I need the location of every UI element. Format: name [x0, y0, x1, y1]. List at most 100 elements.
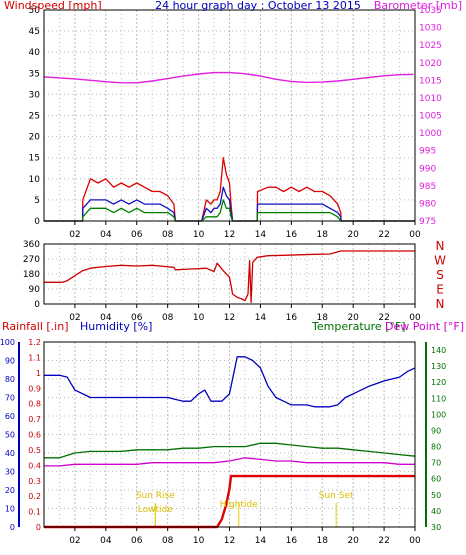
windspeed-line — [44, 199, 415, 222]
y-tick-label-windspeed: 50 — [29, 6, 41, 16]
annotation-label: Lowtide — [138, 505, 173, 515]
y-tick-label-barometer: 995 — [419, 147, 436, 157]
x-tick-label: 02 — [69, 536, 80, 546]
y-tick-label-rainfall: 0.9 — [28, 384, 41, 393]
y-tick-label-direction: 360 — [23, 240, 40, 250]
x-tick-label: 04 — [100, 536, 112, 546]
y-tick-label-temperature: 100 — [431, 410, 446, 419]
x-tick-label: 04 — [100, 230, 112, 240]
compass-label: E — [436, 283, 444, 297]
y-tick-label-rainfall: 0.3 — [28, 477, 41, 486]
y-tick-label-humidity: 20 — [5, 486, 15, 495]
wind-direction-line — [44, 250, 415, 303]
y-tick-label-rainfall: 0.2 — [28, 492, 41, 501]
dewpoint-axis-label: Dew Point [°F] — [385, 320, 464, 333]
y-tick-label-rainfall: 0 — [36, 523, 41, 532]
x-tick-label: 02 — [69, 230, 80, 240]
x-tick-label: 16 — [286, 536, 298, 546]
x-tick-label: 22 — [378, 230, 389, 240]
x-tick-label: 12 — [224, 536, 235, 546]
x-tick-label: 08 — [162, 536, 174, 546]
y-tick-label-barometer: 980 — [419, 199, 436, 209]
x-tick-label: 22 — [378, 536, 389, 546]
y-tick-label-humidity: 0 — [10, 523, 15, 532]
humidity-line — [44, 356, 416, 408]
y-tick-label-rainfall: 0.8 — [28, 400, 41, 409]
y-tick-label-humidity: 60 — [5, 412, 15, 421]
y-tick-label-direction: 270 — [23, 255, 40, 265]
x-tick-label: 10 — [193, 313, 205, 323]
x-tick-label: 06 — [131, 536, 143, 546]
barometer-axis-label: Barometer [mb] — [374, 0, 462, 12]
x-tick-label: 14 — [255, 230, 267, 240]
y-tick-label-humidity: 30 — [5, 468, 15, 477]
x-tick-label: 16 — [286, 313, 298, 323]
average-wind-line — [44, 186, 415, 222]
y-tick-label-rainfall: 0.5 — [28, 446, 41, 455]
x-tick-label: 18 — [317, 313, 329, 323]
annotation-label: Sun Set — [319, 491, 354, 501]
y-tick-label-rainfall: 0.6 — [28, 431, 41, 440]
y-tick-label-barometer: 1015 — [419, 76, 442, 86]
x-tick-label: 08 — [162, 313, 174, 323]
y-tick-label-temperature: 130 — [431, 362, 446, 371]
y-tick-label-barometer: 1005 — [419, 112, 442, 122]
compass-label: S — [436, 268, 444, 282]
y-tick-label-windspeed: 35 — [29, 69, 40, 79]
x-tick-label: 12 — [224, 313, 235, 323]
y-tick-label-barometer: 1025 — [419, 41, 442, 51]
y-tick-label-barometer: 990 — [419, 164, 436, 174]
x-tick-label: 20 — [347, 230, 359, 240]
gust-line — [44, 157, 415, 222]
y-tick-label-temperature: 80 — [431, 443, 441, 452]
y-tick-label-windspeed: 25 — [29, 112, 40, 122]
annotation-label: Sun Rise — [136, 491, 175, 501]
x-tick-label: 16 — [286, 230, 298, 240]
x-tick-label: 10 — [193, 230, 205, 240]
y-tick-label-windspeed: 40 — [29, 48, 41, 58]
x-tick-label: 18 — [317, 536, 329, 546]
rainfall-axis-label: Rainfall [.in] — [2, 320, 69, 333]
x-tick-label: 18 — [317, 230, 329, 240]
annotation-label: Hightide — [220, 500, 258, 510]
x-tick-label: 22 — [378, 313, 389, 323]
x-tick-label: 14 — [255, 536, 267, 546]
barometer-line — [43, 71, 414, 84]
x-tick-label: 14 — [255, 313, 267, 323]
x-tick-label: 12 — [224, 230, 235, 240]
temperature-axis-label: Temperature [°F] — [311, 320, 406, 333]
y-tick-label-windspeed: 30 — [29, 90, 41, 100]
y-tick-label-windspeed: 0 — [34, 217, 40, 227]
x-tick-label: 00 — [409, 230, 421, 240]
y-tick-label-barometer: 1035 — [419, 6, 442, 16]
y-tick-label-humidity: 90 — [5, 357, 15, 366]
y-tick-label-rainfall: 0.4 — [28, 461, 41, 470]
y-tick-label-direction: 0 — [34, 300, 40, 310]
y-tick-label-temperature: 120 — [431, 378, 446, 387]
y-tick-label-temperature: 50 — [431, 491, 441, 500]
y-tick-label-temperature: 90 — [431, 426, 441, 435]
y-tick-label-windspeed: 15 — [29, 154, 40, 164]
y-tick-label-temperature: 110 — [431, 394, 446, 403]
dew-point-line — [44, 457, 415, 467]
y-tick-label-windspeed: 45 — [29, 27, 40, 37]
y-tick-label-rainfall: 0.1 — [28, 508, 41, 517]
y-tick-label-temperature: 60 — [431, 475, 441, 484]
y-tick-label-barometer: 985 — [419, 182, 436, 192]
y-tick-label-rainfall: 1 — [36, 369, 41, 378]
y-tick-label-direction: 90 — [29, 285, 41, 295]
y-tick-label-temperature: 70 — [431, 459, 441, 468]
y-tick-label-humidity: 100 — [0, 338, 15, 347]
y-tick-label-rainfall: 1.2 — [28, 338, 41, 347]
windspeed-axis-label: Windspeed [mph] — [4, 0, 102, 12]
y-tick-label-windspeed: 10 — [29, 175, 41, 185]
compass-label: N — [436, 297, 445, 311]
y-tick-label-humidity: 70 — [5, 394, 15, 403]
x-tick-label: 20 — [347, 313, 359, 323]
y-tick-label-humidity: 80 — [5, 375, 15, 384]
x-tick-label: 06 — [131, 313, 143, 323]
x-tick-label: 00 — [409, 536, 421, 546]
y-tick-label-temperature: 140 — [431, 346, 446, 355]
humidity-axis-label: Humidity [%] — [80, 320, 152, 333]
